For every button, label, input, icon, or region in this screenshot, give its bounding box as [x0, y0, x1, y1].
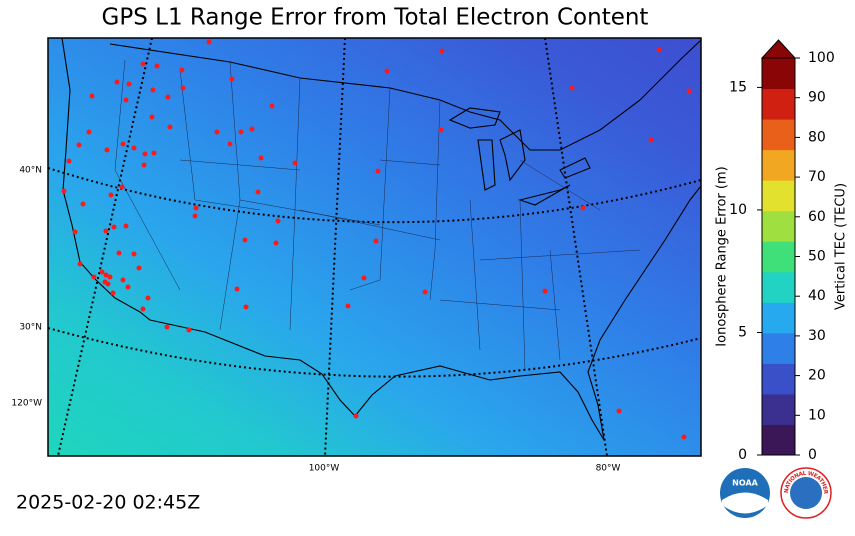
nws-inner: [790, 477, 822, 509]
state-lines: [114, 59, 641, 371]
color-swatch: [762, 424, 795, 456]
tick-label: 0: [738, 447, 747, 463]
color-swatch: [762, 302, 795, 334]
axis-label: Ionosphere Range Error (m): [715, 166, 730, 346]
tick-label: 80: [808, 129, 826, 145]
great-lakes: [448, 107, 591, 206]
tick-label: 10: [729, 202, 747, 218]
tick-label: 20: [808, 368, 826, 384]
parallel-40n: [48, 167, 701, 224]
timestamp: 2025-02-20 02:45Z: [16, 492, 200, 514]
title: GPS L1 Range Error from Total Electron C…: [102, 5, 649, 31]
noaa-text: NOAA: [732, 479, 758, 488]
color-swatch: [762, 88, 795, 120]
color-swatch: [762, 241, 795, 273]
tick-label: 30: [808, 328, 826, 344]
map: [48, 38, 701, 456]
tick-label: 60: [808, 209, 826, 225]
tick-label: 0: [808, 447, 817, 463]
color-swatch: [762, 393, 795, 425]
tick-label: 40: [808, 288, 826, 304]
colorbar: 0 10 20 30 40 50 60 70 80 90 100 0 5 10 15 Ionosphere R…: [715, 39, 849, 463]
tick-label: 100: [808, 50, 835, 66]
tick-label: 90: [808, 90, 826, 106]
color-swatch: [762, 363, 795, 395]
meridian-120w: [57, 38, 153, 456]
tick-label: 10: [808, 407, 826, 423]
color-swatch: [762, 149, 795, 181]
stations: [61, 39, 692, 440]
map-frame: [47, 37, 702, 457]
meridian-80w: [544, 38, 608, 456]
color-swatch: [762, 271, 795, 303]
tick-label: 5: [738, 324, 747, 340]
lon-label: 100°W: [309, 464, 340, 474]
color-swatch: [762, 332, 795, 364]
tick-label: 15: [729, 79, 747, 95]
lon-label: 120°W: [11, 399, 42, 409]
color-swatch: [762, 58, 795, 90]
coastline: [61, 38, 701, 441]
extend-arrow: [760, 39, 797, 59]
parallel-30n: [48, 327, 701, 378]
lon-label: 80°W: [596, 464, 621, 474]
lat-label: 30°N: [19, 323, 42, 333]
tick-label: 70: [808, 169, 826, 185]
axis-label: Vertical TEC (TECU): [834, 183, 849, 310]
noaa-wave: [722, 492, 768, 514]
color-swatch: [762, 180, 795, 212]
color-swatch: [762, 210, 795, 242]
tick-label: 50: [808, 249, 826, 265]
lat-label: 40°N: [19, 166, 42, 176]
color-swatch: [762, 119, 795, 151]
